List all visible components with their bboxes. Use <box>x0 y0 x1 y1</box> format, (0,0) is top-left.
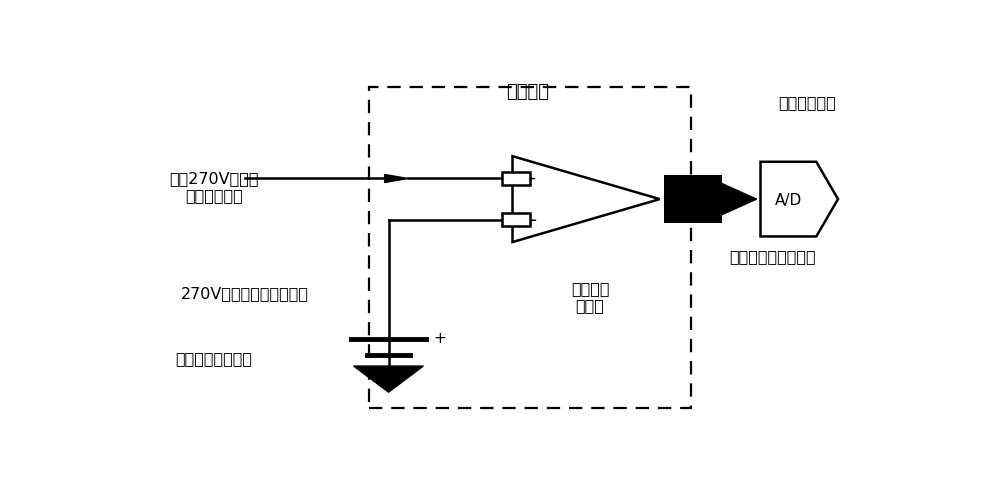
Polygon shape <box>722 184 757 215</box>
Text: 高分辨高精度: 高分辨高精度 <box>778 95 836 110</box>
Text: +: + <box>433 330 446 345</box>
Text: 畜变、脉动低压信号: 畜变、脉动低压信号 <box>729 248 815 263</box>
Bar <box>502 213 530 227</box>
Polygon shape <box>354 366 423 393</box>
Text: 高压线性
放大器: 高压线性 放大器 <box>571 280 609 313</box>
Text: A/D: A/D <box>775 192 802 207</box>
Text: +: + <box>522 170 536 188</box>
Text: 被测270V直流畜
变、脉动信号: 被测270V直流畜 变、脉动信号 <box>169 170 259 203</box>
Text: 270V直流高稳定参考信号: 270V直流高稳定参考信号 <box>181 286 309 301</box>
Text: 高稳定直流标准源: 高稳定直流标准源 <box>176 350 253 365</box>
Bar <box>664 176 722 224</box>
Polygon shape <box>385 175 408 183</box>
Text: −: − <box>522 212 537 229</box>
Bar <box>369 88 691 408</box>
Bar <box>502 172 530 186</box>
Text: 减法电路: 减法电路 <box>507 83 550 101</box>
